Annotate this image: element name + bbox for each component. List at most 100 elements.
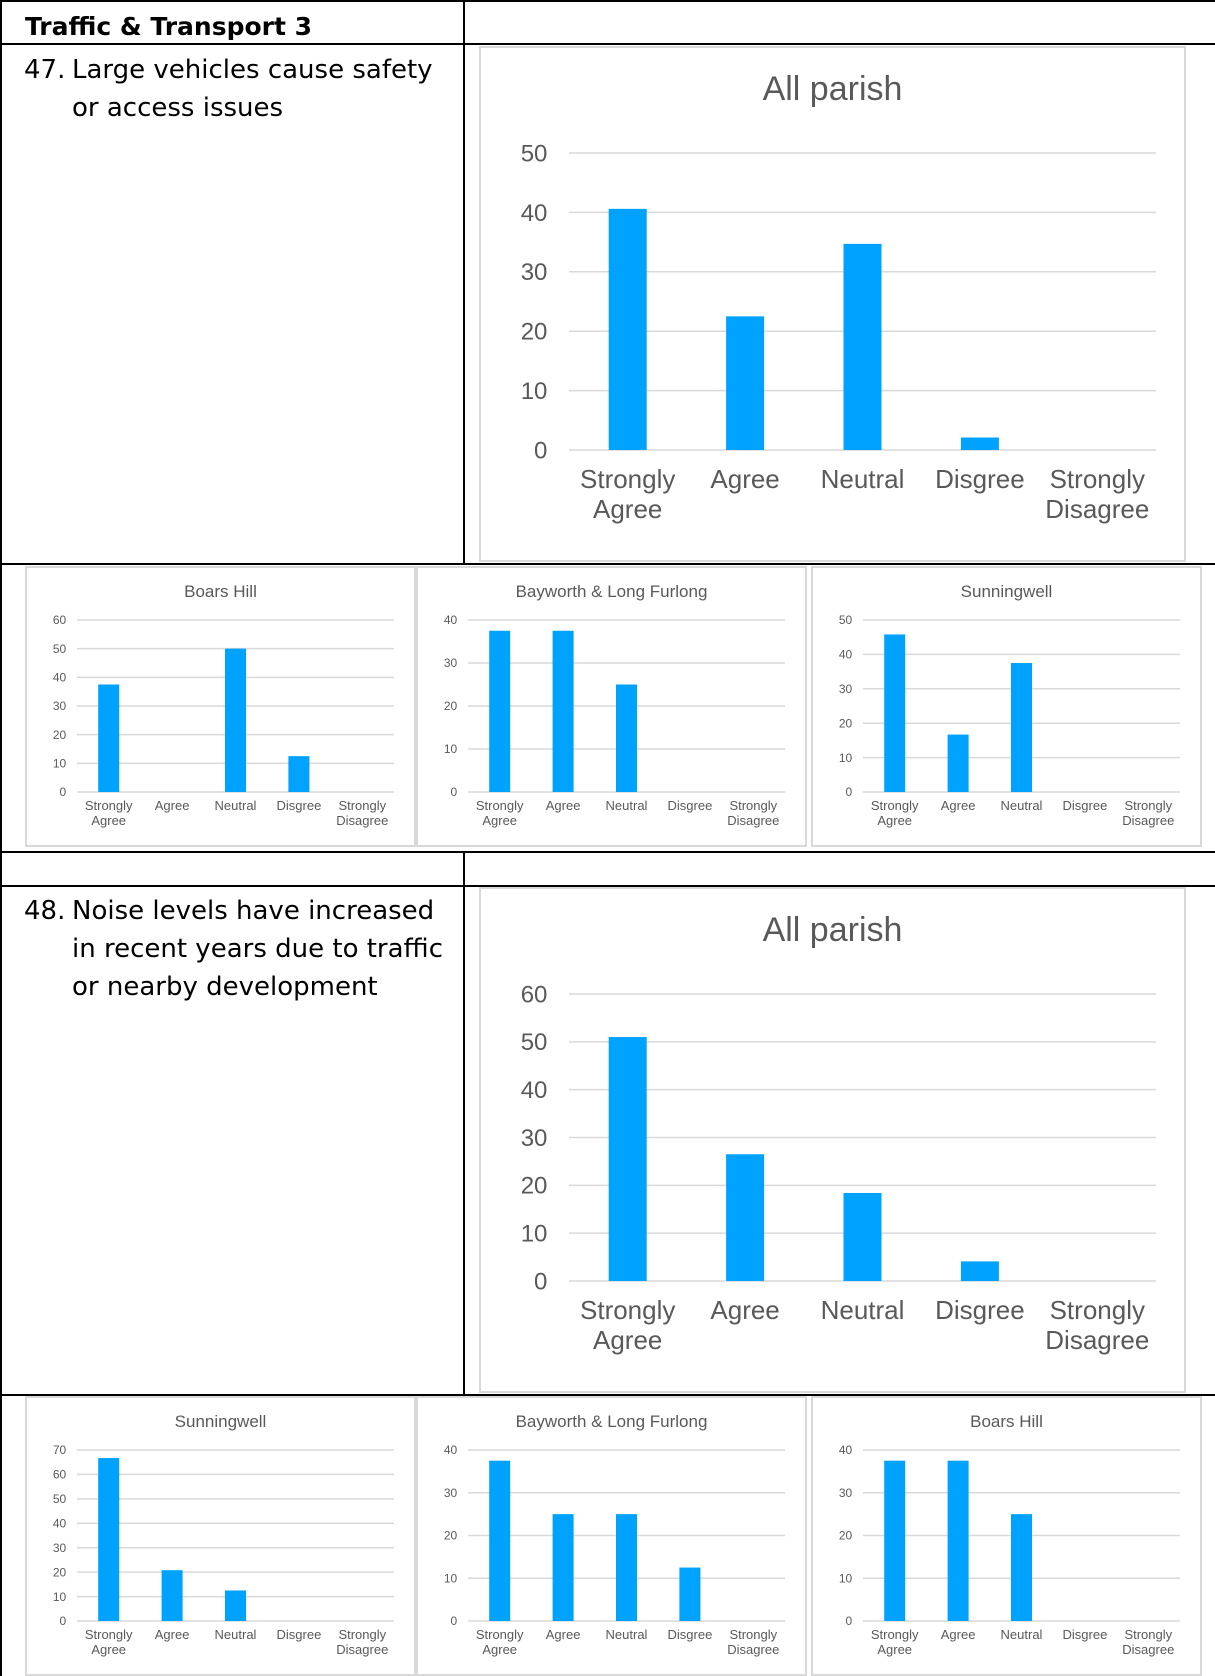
question-number: 48. bbox=[24, 896, 66, 926]
x-tick-label-line: Disgree bbox=[668, 798, 713, 813]
y-tick-label: 50 bbox=[839, 613, 853, 627]
y-tick-label: 20 bbox=[444, 699, 458, 713]
x-tick-label-line: Strongly bbox=[338, 1627, 386, 1642]
x-tick-label-line: Agree bbox=[155, 1627, 190, 1642]
x-tick-label-line: Agree bbox=[877, 813, 912, 828]
y-tick-label: 10 bbox=[839, 1571, 853, 1585]
x-tick-label-line: Agree bbox=[593, 494, 662, 524]
x-tick-label: Strongly Agree bbox=[85, 798, 133, 828]
column-divider bbox=[463, 851, 465, 1394]
x-tick-label-line: Strongly bbox=[476, 1627, 524, 1642]
y-tick-label: 0 bbox=[534, 1268, 547, 1295]
y-tick-label: 30 bbox=[444, 1486, 458, 1500]
x-tick-label: Neutral bbox=[821, 1295, 905, 1325]
x-tick-label-line: Disgree bbox=[935, 464, 1025, 494]
question-48: 48. Noise levels have increased in recen… bbox=[24, 892, 454, 1006]
x-tick-label-line: Neutral bbox=[1001, 1627, 1043, 1642]
y-tick-label: 30 bbox=[521, 259, 548, 286]
x-tick-label: Strongly Agree bbox=[85, 1627, 133, 1657]
y-tick-label: 30 bbox=[53, 1541, 67, 1555]
bar bbox=[225, 1590, 246, 1621]
y-tick-label: 50 bbox=[521, 1029, 548, 1056]
question-number: 47. bbox=[24, 55, 66, 85]
chart-q48-sunningwell: Sunningwell 0 10 20 30 40 50 60 70 Strongly Agree A… bbox=[25, 1396, 416, 1676]
x-tick-label-line: Agree bbox=[482, 1642, 517, 1657]
x-tick-label: Strongly Agree bbox=[871, 798, 919, 828]
x-tick-label-line: Strongly bbox=[338, 798, 386, 813]
chart-title: Boars Hill bbox=[970, 1412, 1043, 1431]
y-tick-label: 10 bbox=[839, 751, 853, 765]
chart-title: Sunningwell bbox=[174, 1412, 267, 1431]
x-tick-label-line: Neutral bbox=[215, 1627, 257, 1642]
x-tick-label: Neutral bbox=[821, 464, 905, 494]
bar bbox=[726, 316, 765, 450]
bar bbox=[98, 1458, 120, 1621]
x-tick-label: Disgree bbox=[277, 798, 322, 813]
y-tick-label: 20 bbox=[521, 1173, 548, 1200]
header-row-border bbox=[0, 43, 1215, 45]
x-tick-label-line: Agree bbox=[941, 798, 976, 813]
x-tick-label: Neutral bbox=[1001, 798, 1043, 813]
y-tick-label: 20 bbox=[839, 1529, 853, 1543]
x-tick-label: Neutral bbox=[215, 798, 257, 813]
x-tick-label: Disgree bbox=[1063, 798, 1108, 813]
x-tick-label: Strongly Disagree bbox=[1122, 798, 1174, 828]
x-tick-label-line: Disagree bbox=[1045, 1325, 1149, 1355]
y-tick-label: 30 bbox=[521, 1125, 548, 1152]
y-tick-label: 40 bbox=[444, 613, 458, 627]
x-tick-label: Neutral bbox=[606, 798, 648, 813]
chart-title: Bayworth & Long Furlong bbox=[515, 1412, 708, 1431]
bar bbox=[552, 630, 574, 792]
bar bbox=[225, 648, 246, 792]
y-tick-label: 10 bbox=[53, 757, 67, 771]
y-tick-label: 10 bbox=[521, 1221, 548, 1248]
x-tick-label-line: Agree bbox=[593, 1325, 662, 1355]
x-tick-label-line: Neutral bbox=[821, 1295, 905, 1325]
x-tick-label-line: Strongly bbox=[871, 1627, 919, 1642]
bar bbox=[552, 1514, 574, 1621]
x-tick-label-line: Agree bbox=[91, 813, 126, 828]
x-tick-label-line: Agree bbox=[710, 1295, 779, 1325]
y-tick-label: 40 bbox=[53, 671, 67, 685]
x-tick-label-line: Strongly bbox=[580, 464, 675, 494]
bar bbox=[843, 243, 882, 450]
chart-q47-boars-hill: Boars Hill 0 10 20 30 40 50 60 Strongly Agree Agre… bbox=[25, 566, 416, 847]
x-tick-label-line: Disagree bbox=[1122, 1642, 1174, 1657]
column-divider bbox=[463, 0, 465, 563]
x-tick-label: Strongly Disagree bbox=[727, 798, 779, 828]
x-tick-label-line: Agree bbox=[546, 798, 581, 813]
bar bbox=[288, 756, 310, 792]
y-tick-label: 0 bbox=[60, 785, 67, 799]
x-tick-label-line: Strongly bbox=[1050, 1295, 1145, 1325]
y-tick-label: 0 bbox=[846, 1614, 853, 1628]
y-tick-label: 60 bbox=[53, 1468, 67, 1482]
y-tick-label: 0 bbox=[534, 437, 547, 464]
y-tick-label: 60 bbox=[521, 981, 548, 1008]
x-tick-label: Strongly Agree bbox=[476, 1627, 524, 1657]
x-tick-label-line: Agree bbox=[91, 1642, 126, 1657]
bar bbox=[884, 634, 906, 792]
row-border bbox=[0, 885, 1215, 887]
bar bbox=[960, 1261, 999, 1281]
x-tick-label-line: Agree bbox=[546, 1627, 581, 1642]
x-tick-label-line: Disagree bbox=[1122, 813, 1174, 828]
y-tick-label: 40 bbox=[444, 1443, 458, 1457]
y-tick-label: 30 bbox=[444, 656, 458, 670]
y-tick-label: 10 bbox=[444, 1571, 458, 1585]
x-tick-label-line: Agree bbox=[710, 464, 779, 494]
chart-q48-all-parish: All parish 0 10 20 30 40 50 60 Strongly Agree Agre… bbox=[479, 887, 1186, 1393]
chart-title: Bayworth & Long Furlong bbox=[515, 582, 708, 601]
x-tick-label-line: Disgree bbox=[935, 1295, 1025, 1325]
x-tick-label-line: Strongly bbox=[1124, 1627, 1172, 1642]
question-text: Large vehicles cause safety or access is… bbox=[72, 55, 433, 123]
bar bbox=[843, 1192, 882, 1281]
x-tick-label: Agree bbox=[710, 464, 779, 494]
bar bbox=[679, 1567, 701, 1621]
x-tick-label: Strongly Disagree bbox=[336, 1627, 388, 1657]
x-tick-label-line: Disgree bbox=[1063, 798, 1108, 813]
y-tick-label: 0 bbox=[451, 785, 458, 799]
y-tick-label: 20 bbox=[521, 319, 548, 346]
y-tick-label: 40 bbox=[521, 1077, 548, 1104]
